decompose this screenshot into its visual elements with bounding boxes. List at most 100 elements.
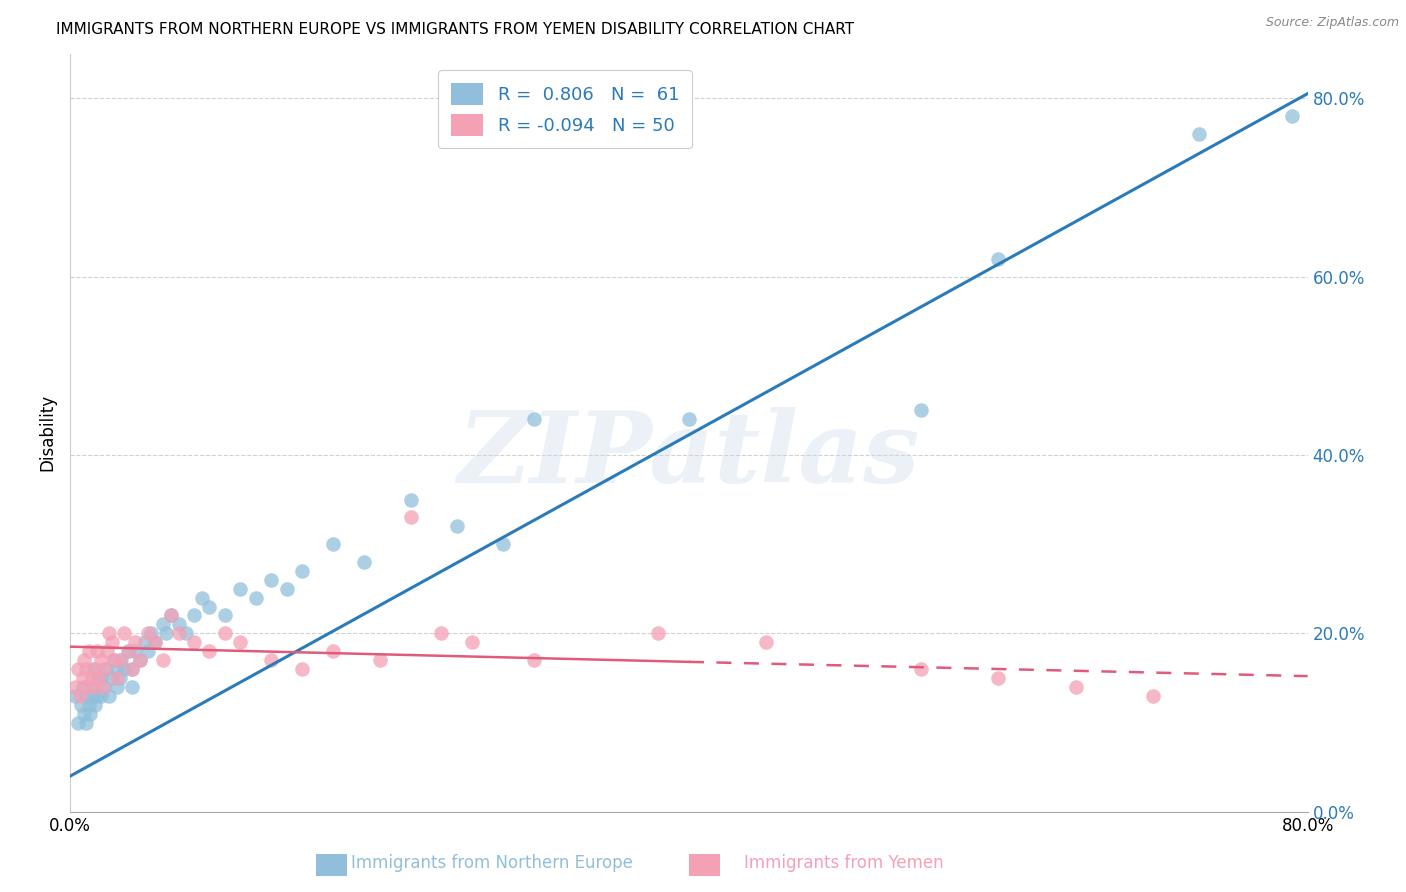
Point <box>121 662 143 676</box>
Point <box>118 644 141 658</box>
Point <box>103 653 125 667</box>
Point <box>1064 680 1087 694</box>
Point <box>72 680 94 694</box>
Point <box>987 671 1010 685</box>
Point <box>160 608 183 623</box>
Point <box>368 653 391 667</box>
Point <box>67 715 90 730</box>
Point <box>152 653 174 667</box>
Point <box>84 662 107 676</box>
Text: ZIPatlas: ZIPatlas <box>458 407 920 504</box>
Point <box>129 653 152 667</box>
Point <box>322 644 344 658</box>
Point <box>105 680 128 694</box>
Point <box>139 626 162 640</box>
Point <box>145 635 166 649</box>
Point <box>245 591 267 605</box>
Point <box>90 653 112 667</box>
Point <box>183 635 205 649</box>
Point <box>121 662 143 676</box>
Point <box>322 537 344 551</box>
Point <box>80 689 103 703</box>
Point <box>84 698 107 712</box>
Point <box>124 635 146 649</box>
Point <box>121 680 143 694</box>
Point <box>114 626 135 640</box>
Point <box>987 252 1010 266</box>
Point <box>446 519 468 533</box>
Point <box>492 537 515 551</box>
Point <box>75 680 97 694</box>
Point <box>86 644 108 658</box>
Point <box>136 626 159 640</box>
Point <box>98 689 120 703</box>
Point <box>72 671 94 685</box>
Point <box>69 689 91 703</box>
Point <box>70 698 93 712</box>
Point <box>79 706 101 721</box>
Text: Immigrants from Yemen: Immigrants from Yemen <box>744 855 943 872</box>
Point <box>94 662 117 676</box>
Point <box>260 653 283 667</box>
Point <box>77 644 100 658</box>
Point <box>93 662 115 676</box>
Point <box>155 626 177 640</box>
Point <box>214 608 236 623</box>
Point <box>101 671 124 685</box>
Point <box>430 626 453 640</box>
Point <box>90 671 112 685</box>
Point <box>108 653 131 667</box>
Point <box>91 680 114 694</box>
Point <box>87 671 110 685</box>
Point <box>910 403 932 417</box>
Point <box>63 689 86 703</box>
Point <box>75 662 97 676</box>
Y-axis label: Disability: Disability <box>38 394 56 471</box>
Point <box>124 644 146 658</box>
Point <box>82 680 105 694</box>
Point <box>1188 127 1211 141</box>
Point <box>136 644 159 658</box>
Point <box>90 689 112 703</box>
Point <box>1281 109 1303 123</box>
Point <box>103 653 125 667</box>
Point <box>647 626 669 640</box>
Text: Immigrants from Northern Europe: Immigrants from Northern Europe <box>352 855 633 872</box>
Point <box>755 635 778 649</box>
Point <box>82 680 105 694</box>
Point <box>191 591 214 605</box>
Point <box>73 653 96 667</box>
Point <box>129 653 152 667</box>
Point <box>96 644 118 658</box>
Point <box>110 653 132 667</box>
Point <box>174 626 197 640</box>
Point <box>105 662 128 676</box>
Point <box>214 626 236 640</box>
Point <box>77 698 100 712</box>
Legend: R =  0.806   N =  61, R = -0.094   N = 50: R = 0.806 N = 61, R = -0.094 N = 50 <box>439 70 692 148</box>
Point <box>98 626 120 640</box>
Point <box>1142 689 1164 703</box>
Point <box>461 635 484 649</box>
Point <box>152 617 174 632</box>
Point <box>291 662 314 676</box>
Point <box>67 662 90 676</box>
Point <box>105 671 128 685</box>
Point <box>276 582 298 596</box>
Text: IMMIGRANTS FROM NORTHERN EUROPE VS IMMIGRANTS FROM YEMEN DISABILITY CORRELATION : IMMIGRANTS FROM NORTHERN EUROPE VS IMMIG… <box>56 22 855 37</box>
Point <box>160 608 183 623</box>
Point <box>523 653 546 667</box>
Text: Source: ZipAtlas.com: Source: ZipAtlas.com <box>1265 16 1399 29</box>
Point <box>229 635 252 649</box>
Point <box>167 617 190 632</box>
Point <box>80 671 103 685</box>
Point <box>134 635 156 649</box>
Point <box>86 689 108 703</box>
Point <box>93 680 115 694</box>
Point <box>183 608 205 623</box>
Point <box>114 662 135 676</box>
Point <box>291 564 314 578</box>
Point <box>399 510 422 524</box>
Point <box>678 412 700 426</box>
Point <box>399 492 422 507</box>
